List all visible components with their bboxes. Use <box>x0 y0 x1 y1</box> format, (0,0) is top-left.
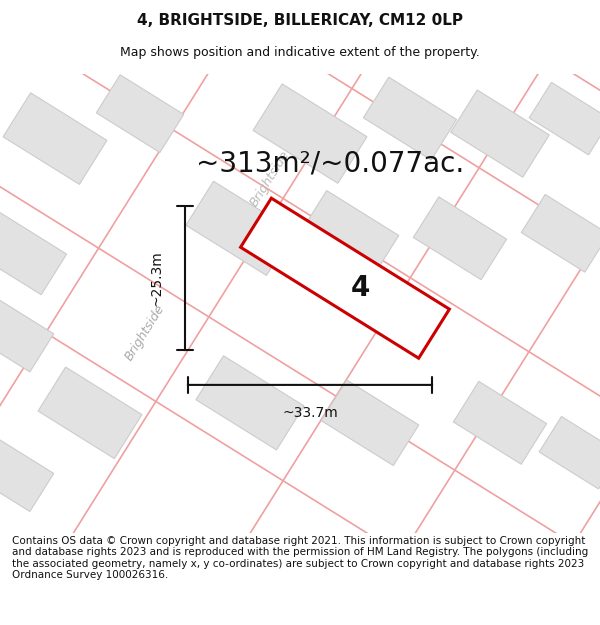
Text: ~313m²/~0.077ac.: ~313m²/~0.077ac. <box>196 149 464 178</box>
Polygon shape <box>186 181 294 276</box>
Text: Brightside: Brightside <box>122 302 167 363</box>
Polygon shape <box>196 356 304 450</box>
Polygon shape <box>241 198 449 358</box>
Polygon shape <box>451 90 549 178</box>
Text: 4: 4 <box>350 274 370 302</box>
Text: ~33.7m: ~33.7m <box>282 406 338 420</box>
Polygon shape <box>521 194 600 272</box>
Polygon shape <box>321 380 419 466</box>
Polygon shape <box>0 212 67 295</box>
Polygon shape <box>3 92 107 184</box>
Polygon shape <box>0 294 54 372</box>
Text: 4, BRIGHTSIDE, BILLERICAY, CM12 0LP: 4, BRIGHTSIDE, BILLERICAY, CM12 0LP <box>137 13 463 28</box>
Polygon shape <box>539 416 600 489</box>
Text: ~25.3m: ~25.3m <box>150 251 164 306</box>
Polygon shape <box>96 75 184 152</box>
Text: Brightside: Brightside <box>248 148 292 209</box>
Polygon shape <box>0 434 54 511</box>
Polygon shape <box>301 191 399 276</box>
Polygon shape <box>253 84 367 183</box>
Polygon shape <box>454 381 547 464</box>
Text: Contains OS data © Crown copyright and database right 2021. This information is : Contains OS data © Crown copyright and d… <box>12 536 588 581</box>
Polygon shape <box>364 78 457 160</box>
Polygon shape <box>413 197 506 280</box>
Polygon shape <box>38 367 142 459</box>
Text: Map shows position and indicative extent of the property.: Map shows position and indicative extent… <box>120 46 480 59</box>
Polygon shape <box>529 82 600 155</box>
